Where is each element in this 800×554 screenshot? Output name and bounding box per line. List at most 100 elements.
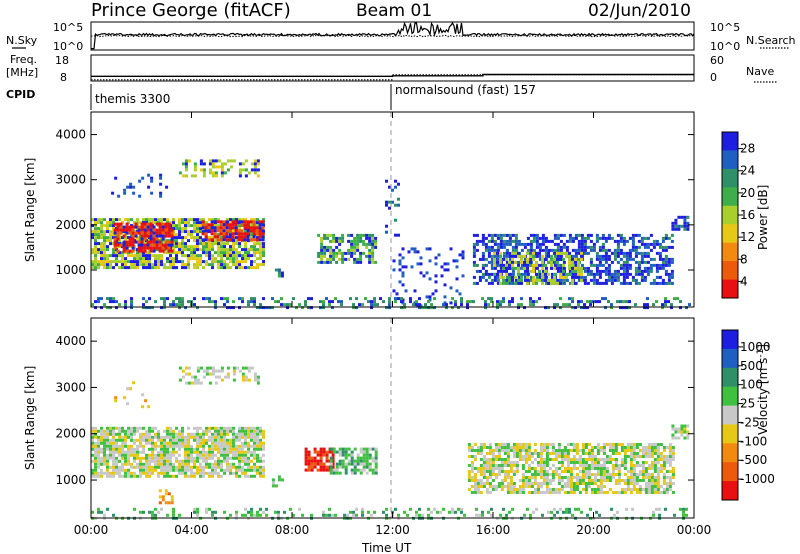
power-cell (211, 162, 215, 166)
power-cell (371, 251, 375, 255)
velocity-cell (427, 513, 430, 517)
velocity-cell (625, 507, 628, 511)
velocity-cell (362, 468, 366, 472)
power-cell (166, 218, 169, 222)
power-cell (643, 251, 647, 255)
velocity-cell (223, 468, 226, 472)
velocity-cell (256, 426, 259, 430)
velocity-cell (253, 462, 256, 466)
power-cell (535, 236, 539, 240)
velocity-cell (244, 471, 247, 475)
power-cell (670, 269, 674, 273)
power-cell (143, 225, 147, 229)
velocity-cell (527, 446, 531, 449)
velocity-cell (421, 513, 424, 517)
power-cell (523, 306, 526, 310)
power-cell (210, 226, 214, 230)
power-cell (115, 218, 118, 222)
power-cell (181, 174, 185, 178)
velocity-cell (211, 372, 215, 376)
power-cell (109, 239, 112, 243)
power-cell (106, 221, 109, 225)
power-cell (443, 262, 447, 266)
velocity-cell (112, 429, 115, 433)
power-cell (228, 229, 232, 233)
power-cell (544, 306, 547, 310)
power-cell (332, 248, 336, 252)
power-cell (523, 269, 527, 273)
power-cell (362, 251, 366, 255)
power-cell (505, 239, 509, 243)
velocity-cell (307, 450, 311, 454)
power-cell (250, 266, 253, 270)
velocity-cell (590, 491, 594, 494)
velocity-cell (617, 452, 621, 455)
velocity-cell (587, 458, 591, 461)
velocity-cell (560, 485, 564, 488)
power-cell (628, 257, 632, 261)
power-cell (252, 223, 256, 227)
velocity-cell (599, 482, 603, 485)
velocity-cell (454, 510, 457, 514)
velocity-cell (214, 435, 217, 439)
velocity-cell (614, 482, 618, 485)
power-cell (595, 266, 599, 270)
power-cell (307, 306, 310, 310)
velocity-cell (467, 476, 471, 479)
power-cell (258, 235, 262, 239)
velocity-cell (611, 491, 615, 494)
velocity-cell (659, 452, 663, 455)
velocity-cell (617, 476, 621, 479)
power-cell (499, 272, 502, 276)
power-cell (674, 218, 678, 222)
power-cell (529, 248, 533, 252)
power-cell (211, 245, 214, 249)
power-cell (622, 263, 626, 267)
power-cell (320, 245, 324, 249)
velocity-cell (247, 432, 250, 436)
velocity-cell (494, 458, 498, 461)
power-cell (484, 269, 488, 273)
velocity-cell (557, 461, 561, 464)
power-cell (94, 263, 97, 267)
velocity-cell (190, 471, 193, 475)
power-cell (499, 254, 502, 258)
power-cell (580, 263, 584, 267)
velocity-cell (164, 501, 168, 505)
power-cell (100, 257, 103, 261)
power-cell (413, 250, 417, 254)
velocity-cell (220, 474, 223, 478)
velocity-cell (169, 438, 172, 442)
power-cell (216, 235, 220, 239)
power-colorbar-swatch (722, 279, 738, 299)
power-cell (493, 272, 496, 276)
power-cell (631, 275, 635, 279)
power-cell (103, 218, 106, 222)
power-cell (520, 281, 523, 285)
velocity-cell (569, 470, 573, 473)
velocity-cell (187, 456, 190, 460)
velocity-cell (569, 485, 573, 488)
velocity-cell (211, 369, 215, 373)
power-cell (365, 236, 369, 240)
power-cell (481, 239, 485, 243)
power-cell (214, 257, 217, 261)
velocity-cell (145, 462, 148, 466)
power-cell (583, 303, 586, 307)
power-cell (688, 303, 691, 307)
velocity-cell (521, 446, 525, 449)
velocity-cell (554, 491, 558, 494)
power-cell (532, 281, 535, 285)
velocity-cell (193, 432, 196, 436)
power-cell (329, 260, 333, 264)
velocity-cell (563, 467, 567, 470)
velocity-cell (148, 471, 151, 475)
power-cell (577, 263, 580, 267)
power-cell (667, 236, 671, 240)
power-cell (190, 248, 193, 252)
power-cell (328, 303, 331, 307)
velocity-cell (656, 491, 660, 494)
velocity-cell (565, 507, 568, 511)
velocity-cell (611, 446, 615, 449)
velocity-cell (211, 510, 214, 514)
